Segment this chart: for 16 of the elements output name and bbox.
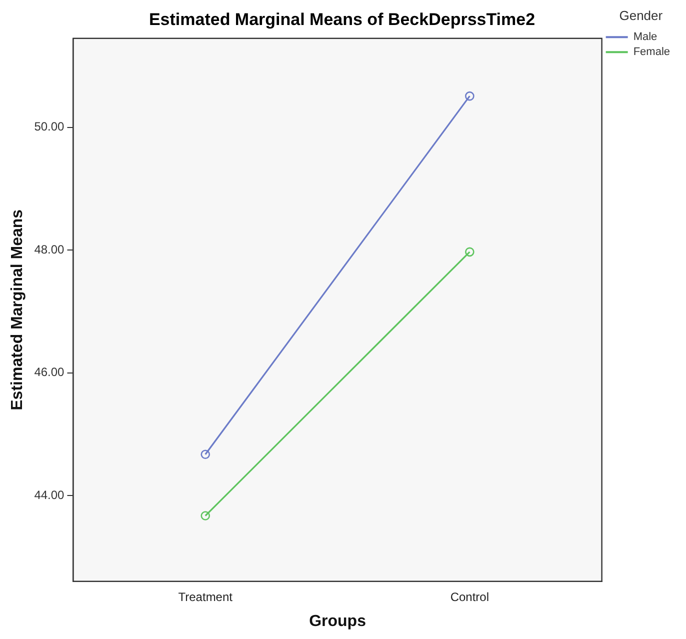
x-tick-label: Treatment (178, 590, 234, 604)
point (200, 511, 210, 520)
legend-title: Gender (619, 8, 664, 24)
point (200, 450, 210, 460)
y-tick-label: 44.00 (34, 488, 65, 502)
y-tick-label: 48.00 (34, 242, 65, 256)
legend-label: Female (633, 46, 670, 58)
y-axis-title: Estimated Marginal Means (9, 209, 26, 410)
x-axis-title: Groups (309, 612, 366, 630)
legend-label: Male (633, 31, 658, 44)
y-tick-label: 50.00 (34, 120, 65, 134)
y-tick-label: 46.00 (34, 365, 65, 380)
point (465, 247, 474, 257)
x-tick-label: Control (450, 590, 490, 604)
point (465, 91, 474, 101)
chart-title: Estimated Marginal Means of BeckDeprssTime2 (148, 10, 536, 29)
